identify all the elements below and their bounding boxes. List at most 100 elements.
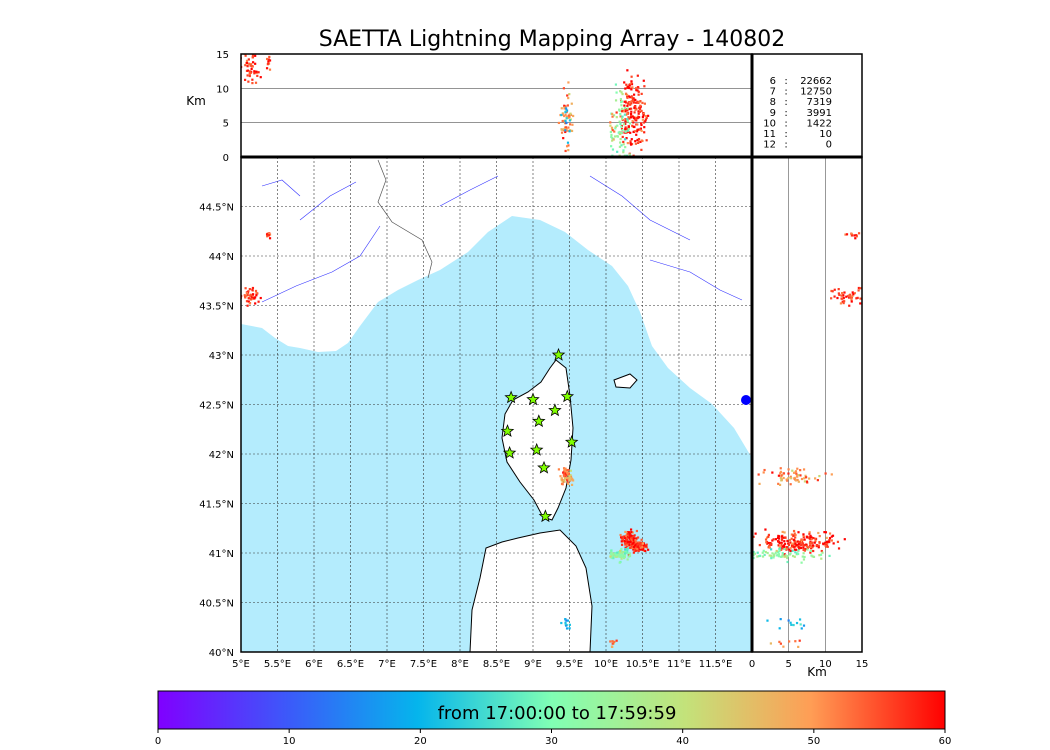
lightning-source-side-point (787, 542, 790, 545)
lightning-source-altitude-point (636, 101, 639, 104)
station-marker (548, 403, 562, 417)
lightning-source-point (611, 640, 614, 643)
lightning-source-side-point (789, 475, 792, 478)
lightning-source-point (247, 290, 250, 293)
lightning-source-side-point (833, 288, 836, 291)
lightning-source-altitude-point (265, 57, 269, 61)
lightning-source-altitude-point (627, 125, 630, 128)
lightning-source-altitude-point (624, 120, 627, 123)
altitude-background (241, 54, 752, 157)
colorbar-tick-label: 20 (414, 736, 427, 747)
station-marker (504, 390, 518, 404)
lightning-source-side-point (809, 544, 812, 547)
lightning-source-side-point (797, 474, 800, 477)
lightning-source-altitude-point (634, 98, 637, 102)
map-blue-marker (741, 395, 751, 405)
lightning-source-altitude-point (621, 118, 624, 122)
lightning-source-point (254, 302, 257, 305)
lightning-source-side-point (790, 537, 793, 540)
lightning-source-side-point (758, 554, 761, 558)
lightning-source-point (567, 472, 570, 475)
lightning-source-side-point (803, 538, 806, 541)
lightning-source-point (629, 546, 632, 549)
lightning-source-altitude-point (567, 114, 570, 117)
lightning-source-altitude-point (634, 108, 637, 112)
lightning-source-altitude-point (638, 110, 642, 113)
lightning-source-point (619, 533, 622, 537)
lightning-source-side-point (787, 477, 790, 480)
lightning-source-point (630, 537, 633, 541)
lightning-source-side-point (831, 534, 835, 537)
lightning-source-altitude-point (609, 124, 612, 127)
lightning-source-side-point (851, 294, 854, 297)
lightning-source-side-point (806, 548, 809, 551)
lightning-source-side-point (781, 554, 784, 557)
lightning-source-point (251, 288, 254, 291)
lightning-source-side-point (766, 551, 769, 555)
lightning-source-side-point (773, 554, 776, 557)
lightning-source-altitude-point (636, 74, 639, 77)
side-ticks: 0 5 10 15 (749, 659, 869, 670)
lightning-source-side-point (775, 549, 778, 553)
station-marker (538, 509, 553, 523)
lightning-source-side-point (764, 550, 767, 554)
lightning-source-point (562, 474, 565, 477)
lightning-source-side-point (830, 535, 833, 538)
lightning-source-altitude-point (624, 87, 627, 90)
lightning-source-side-point (779, 555, 783, 558)
lightning-source-altitude-point (561, 113, 564, 116)
lightning-source-side-point (797, 531, 800, 534)
lightning-source-side-point (808, 545, 811, 548)
lightning-source-altitude-point (609, 121, 612, 124)
lightning-source-altitude-point (246, 74, 249, 77)
lightning-source-point (254, 289, 258, 293)
lightning-source-altitude-point (609, 130, 613, 134)
lightning-source-altitude-point (635, 119, 638, 122)
lightning-source-side-point (810, 547, 813, 550)
lightning-source-side-point (853, 292, 856, 295)
station-count-stations: 9 (770, 108, 776, 119)
lightning-source-altitude-point (640, 148, 643, 151)
lightning-source-side-point (803, 544, 806, 547)
station-count-stations: 12 (763, 140, 776, 151)
lightning-source-altitude-point (246, 65, 249, 68)
map-lat-tick-label: 41°N (209, 549, 234, 560)
lightning-source-side-point (767, 533, 771, 537)
lightning-source-point (618, 555, 621, 558)
lightning-source-point (626, 544, 629, 547)
colorbar-tick-label: 0 (155, 736, 161, 747)
lightning-source-side-point (856, 296, 859, 299)
lightning-source-side-point (777, 550, 780, 554)
lightning-source-altitude-point (566, 94, 569, 97)
lightning-source-point (609, 553, 613, 556)
lightning-source-point (566, 619, 570, 622)
lightning-source-altitude-point (259, 76, 262, 79)
lightning-source-point (560, 621, 563, 625)
lightning-source-altitude-point (566, 104, 569, 107)
lightning-source-side-point (772, 538, 775, 541)
lightning-source-side-point (837, 547, 841, 550)
lightning-source-altitude-point (639, 100, 642, 103)
lightning-source-altitude-point (563, 114, 566, 118)
lightning-source-altitude-point (626, 95, 629, 98)
lightning-source-point (247, 300, 250, 303)
lightning-source-altitude-point (621, 100, 624, 103)
lightning-source-altitude-point (636, 116, 639, 120)
lightning-source-side-point (814, 537, 817, 540)
lightning-source-side-point (770, 557, 773, 560)
lightning-source-side-point (777, 535, 781, 538)
lightning-source-altitude-point (249, 64, 252, 67)
station-count-separator: : (784, 108, 787, 119)
lightning-source-altitude-point (636, 138, 639, 142)
lightning-source-altitude-point (645, 139, 648, 142)
lightning-source-side-point (777, 555, 781, 558)
lightning-source-altitude-point (630, 80, 633, 83)
lightning-source-side-point (806, 546, 810, 549)
lightning-source-side-point (824, 472, 827, 475)
lightning-source-point (564, 623, 567, 626)
lightning-source-side-point (797, 547, 801, 550)
lightning-source-point (564, 621, 567, 624)
lightning-source-point (560, 478, 563, 481)
lightning-source-side-point (771, 539, 774, 542)
lightning-source-altitude-point (621, 128, 624, 132)
